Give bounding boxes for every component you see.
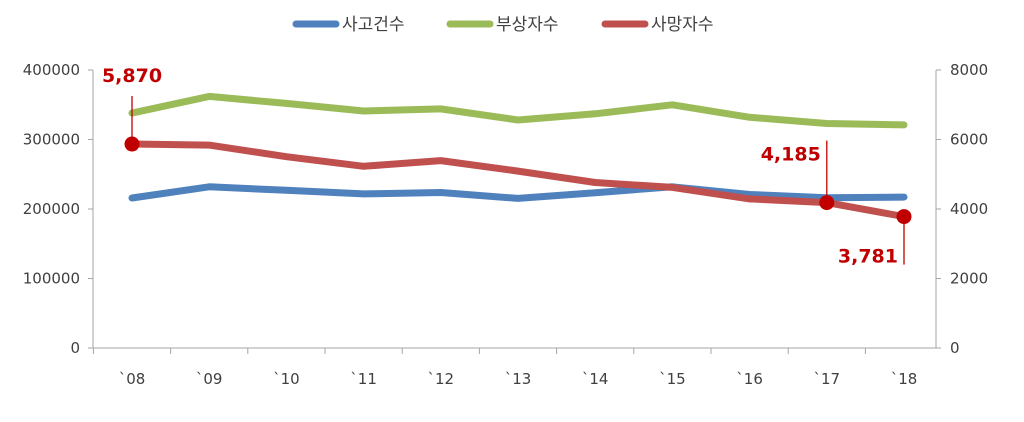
right-axis-tick-label: 8000 bbox=[950, 61, 988, 79]
series-line-사망자수 bbox=[128, 140, 908, 221]
annotation-marker bbox=[124, 136, 140, 152]
annotation-label: 4,185 bbox=[761, 144, 821, 166]
legend-label: 사고건수 bbox=[342, 15, 405, 35]
series-layer bbox=[128, 92, 908, 221]
x-axis-tick-label: `09 bbox=[196, 370, 223, 388]
x-axis-tick-label: `16 bbox=[736, 370, 763, 388]
left-axis-tick-label: 100000 bbox=[23, 270, 80, 288]
legend-label: 사망자수 bbox=[651, 15, 714, 35]
x-axis-tick-label: `13 bbox=[505, 370, 532, 388]
left-axis-tick-label: 0 bbox=[70, 339, 80, 357]
x-axis-tick-label: `17 bbox=[814, 370, 841, 388]
x-axis-tick-label: `11 bbox=[350, 370, 377, 388]
left-axis-tick-label: 400000 bbox=[23, 61, 80, 79]
annotation-marker bbox=[819, 195, 835, 211]
x-axis-tick-label: `18 bbox=[891, 370, 918, 388]
annotation-label: 3,781 bbox=[838, 246, 898, 268]
legend: 사고건수 부상자수 사망자수 bbox=[292, 15, 714, 35]
x-axis-tick-label: `15 bbox=[659, 370, 686, 388]
right-axis-tick-label: 0 bbox=[950, 339, 960, 357]
right-axis-tick-label: 4000 bbox=[950, 200, 988, 218]
annotation-marker bbox=[896, 209, 912, 225]
left-axis-tick-label: 200000 bbox=[23, 200, 80, 218]
x-axis-tick-label: `10 bbox=[273, 370, 300, 388]
right-axis-tick-label: 6000 bbox=[950, 131, 988, 149]
annotations: 5,870 4,185 3,781 bbox=[102, 65, 912, 268]
series-line-사고건수 bbox=[128, 183, 908, 202]
right-axis-tick-label: 2000 bbox=[950, 270, 988, 288]
left-axis-tick-label: 300000 bbox=[23, 131, 80, 149]
axes: 0 100000 200000 300000 400000 0 2000 4000 6000 80… bbox=[23, 61, 988, 388]
x-axis-tick-label: `12 bbox=[428, 370, 455, 388]
annotation-label: 5,870 bbox=[102, 65, 162, 87]
x-axis-tick-label: `08 bbox=[119, 370, 146, 388]
legend-label: 부상자수 bbox=[496, 15, 559, 35]
x-axis-tick-label: `14 bbox=[582, 370, 609, 388]
series-line-부상자수 bbox=[128, 92, 908, 129]
